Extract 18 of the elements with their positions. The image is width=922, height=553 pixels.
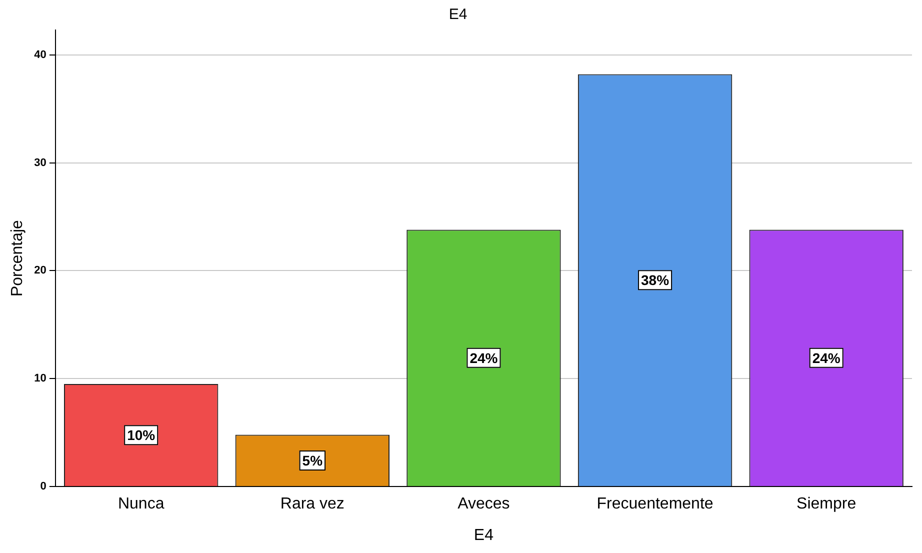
data-label: 38% <box>641 272 670 288</box>
y-tick-label: 40 <box>34 48 46 61</box>
x-tick-label: Siempre <box>796 496 856 513</box>
x-tick-label: Nunca <box>118 496 164 513</box>
y-tick-label: 20 <box>34 264 46 277</box>
data-label: 10% <box>127 426 156 443</box>
y-tick-label: 0 <box>40 480 46 493</box>
data-label: 5% <box>302 452 324 468</box>
data-label: 24% <box>470 350 498 366</box>
y-tick-label: 30 <box>34 156 46 169</box>
x-axis-title: E4 <box>474 526 494 544</box>
x-tick-label: Aveces <box>458 496 510 513</box>
chart-title: E4 <box>448 6 468 24</box>
x-tick-label: Rara vez <box>280 496 344 513</box>
x-tick-label: Frecuentemente <box>596 496 714 513</box>
data-label: 24% <box>812 350 841 366</box>
y-tick-label: 10 <box>34 372 46 385</box>
y-axis-title: Porcentaje <box>9 220 26 297</box>
